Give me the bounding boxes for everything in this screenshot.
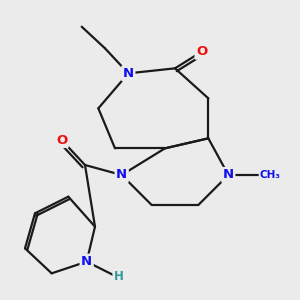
Text: N: N bbox=[116, 169, 127, 182]
Text: N: N bbox=[223, 169, 234, 182]
Text: O: O bbox=[196, 45, 207, 58]
Text: O: O bbox=[56, 134, 67, 146]
Text: CH₃: CH₃ bbox=[260, 170, 280, 180]
Text: N: N bbox=[81, 255, 92, 268]
Text: N: N bbox=[123, 67, 134, 80]
Text: H: H bbox=[113, 270, 123, 283]
